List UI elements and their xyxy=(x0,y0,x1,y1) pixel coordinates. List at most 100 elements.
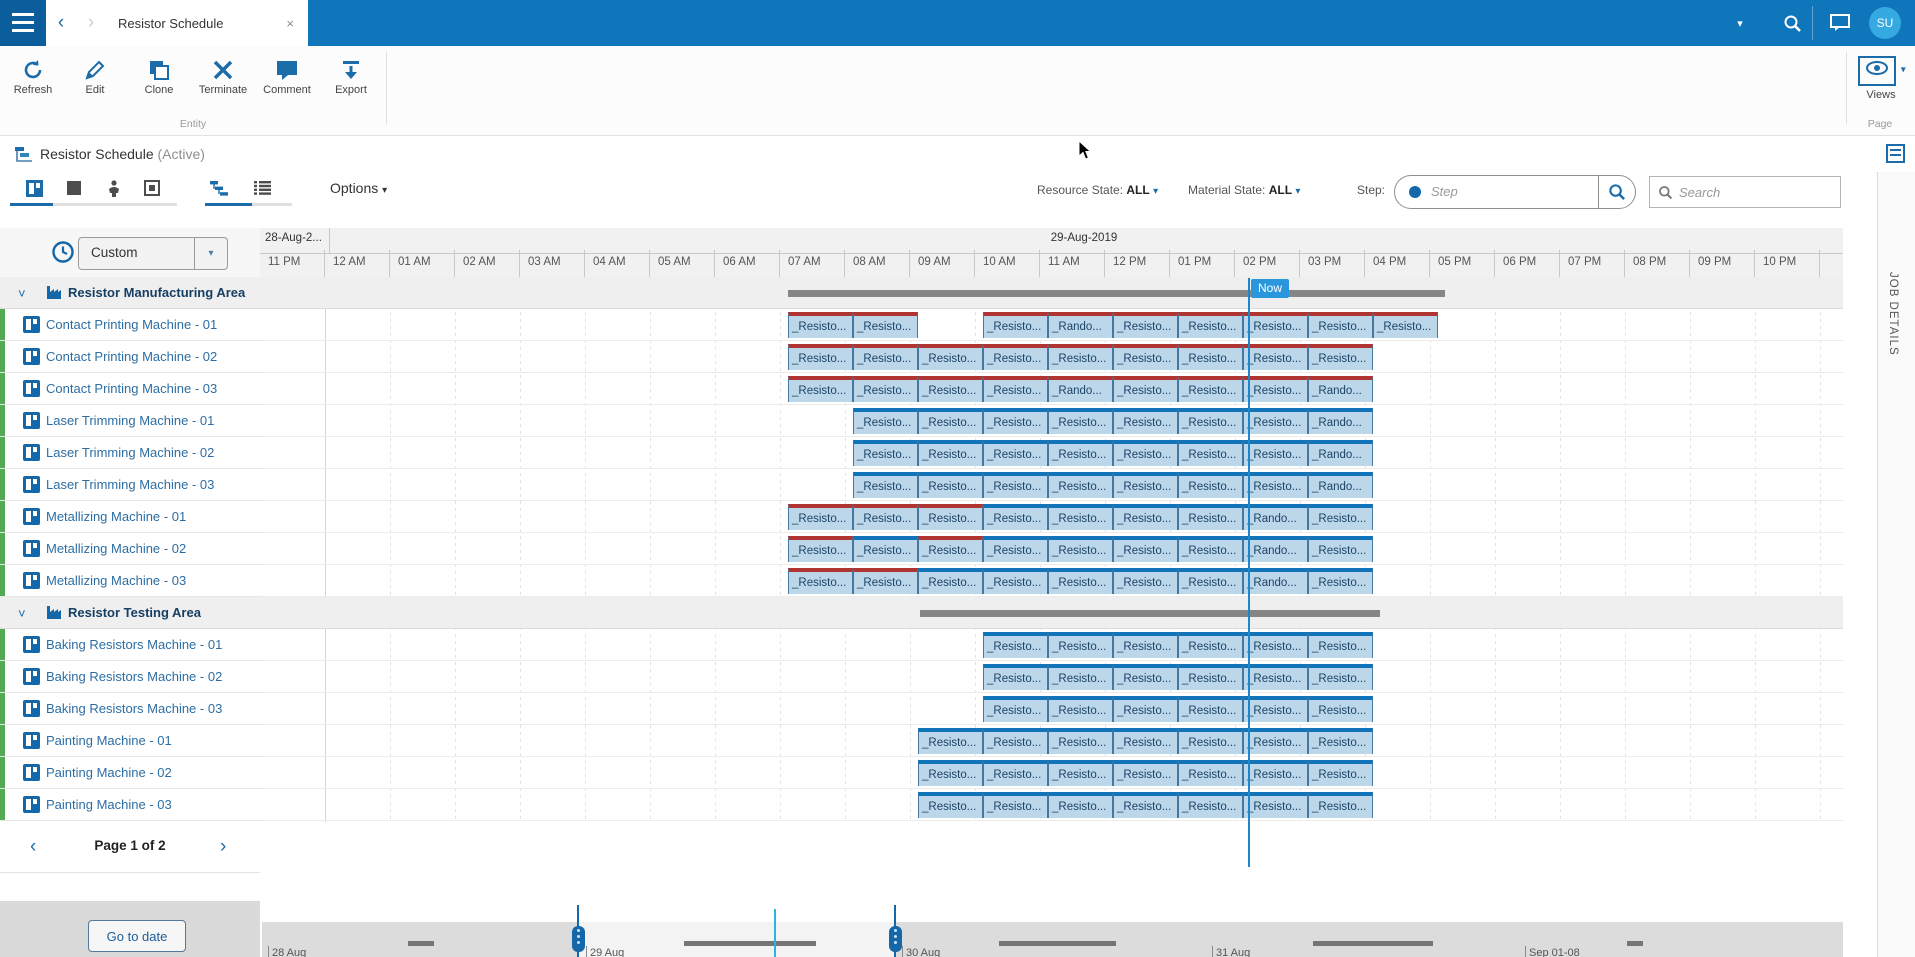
go-to-date-button[interactable]: Go to date xyxy=(88,920,186,952)
tree-machine-row[interactable]: Painting Machine - 03 xyxy=(0,789,260,821)
task-bar[interactable]: _Resisto... xyxy=(1178,504,1243,530)
task-bar[interactable]: _Resisto... xyxy=(853,440,918,466)
task-bar[interactable]: _Resisto... xyxy=(1048,344,1113,370)
task-bar[interactable]: _Resisto... xyxy=(1243,664,1308,690)
tree-group-row[interactable]: ˅ Resistor Manufacturing Area xyxy=(0,277,260,309)
task-bar[interactable]: _Resisto... xyxy=(1113,440,1178,466)
task-bar[interactable]: _Resisto... xyxy=(1113,792,1178,818)
export-button[interactable]: Export xyxy=(320,54,382,116)
task-bar[interactable]: _Rando... xyxy=(1308,440,1373,466)
task-bar[interactable]: _Resisto... xyxy=(1178,408,1243,434)
minimap-window[interactable] xyxy=(578,922,895,957)
clone-button[interactable]: Clone xyxy=(128,54,190,116)
task-bar[interactable]: _Resisto... xyxy=(983,472,1048,498)
task-bar[interactable]: _Resisto... xyxy=(788,536,853,562)
task-bar[interactable]: _Resisto... xyxy=(788,376,853,402)
task-bar[interactable]: _Resisto... xyxy=(1178,728,1243,754)
tree-machine-row[interactable]: Contact Printing Machine - 01 xyxy=(0,309,260,341)
task-bar[interactable]: _Resisto... xyxy=(918,376,983,402)
task-bar[interactable]: _Resisto... xyxy=(1048,536,1113,562)
task-bar[interactable]: _Resisto... xyxy=(1048,728,1113,754)
task-bar[interactable]: _Resisto... xyxy=(1178,760,1243,786)
task-bar[interactable]: _Resisto... xyxy=(918,440,983,466)
tree-machine-row[interactable]: Metallizing Machine - 03 xyxy=(0,565,260,597)
task-bar[interactable]: _Resisto... xyxy=(918,568,983,594)
task-bar[interactable]: _Resisto... xyxy=(1178,792,1243,818)
task-bar[interactable]: _Resisto... xyxy=(853,504,918,530)
task-bar[interactable]: _Resisto... xyxy=(1048,472,1113,498)
task-bar[interactable]: _Resisto... xyxy=(1113,728,1178,754)
task-bar[interactable]: _Resisto... xyxy=(853,312,918,338)
task-bar[interactable]: _Resisto... xyxy=(1113,408,1178,434)
edit-button[interactable]: Edit xyxy=(64,54,126,116)
tab-close-button[interactable]: × xyxy=(286,15,294,31)
task-bar[interactable]: _Resisto... xyxy=(983,312,1048,338)
task-bar[interactable]: _Resisto... xyxy=(1308,536,1373,562)
tree-machine-row[interactable]: Contact Printing Machine - 02 xyxy=(0,341,260,373)
task-bar[interactable]: _Resisto... xyxy=(1308,344,1373,370)
task-bar[interactable]: _Resisto... xyxy=(788,312,853,338)
task-bar[interactable]: _Rando... xyxy=(1308,376,1373,402)
task-bar[interactable]: _Resisto... xyxy=(1113,760,1178,786)
task-bar[interactable]: _Resisto... xyxy=(918,504,983,530)
refresh-button[interactable]: Refresh xyxy=(2,54,64,116)
task-bar[interactable]: _Rando... xyxy=(1308,472,1373,498)
task-bar[interactable]: _Resisto... xyxy=(918,760,983,786)
task-bar[interactable]: _Resisto... xyxy=(983,792,1048,818)
options-dropdown[interactable]: Options ▾ xyxy=(330,180,388,196)
nav-forward-button[interactable]: › xyxy=(87,12,95,33)
task-bar[interactable]: _Resisto... xyxy=(1243,376,1308,402)
task-bar[interactable]: _Rando... xyxy=(1048,312,1113,338)
material-state-filter[interactable]: Material State: ALL ▾ xyxy=(1188,183,1301,197)
active-tab[interactable]: ‹ › Resistor Schedule × xyxy=(46,0,308,46)
tree-machine-row[interactable]: Metallizing Machine - 02 xyxy=(0,533,260,565)
task-bar[interactable]: _Resisto... xyxy=(1048,568,1113,594)
task-bar[interactable]: _Rando... xyxy=(1308,408,1373,434)
view-toggle-person[interactable] xyxy=(102,178,126,198)
task-bar[interactable]: _Resisto... xyxy=(1178,664,1243,690)
view-toggle-material[interactable] xyxy=(62,178,86,198)
job-details-tab[interactable]: JOB DETAILS xyxy=(1887,272,1899,356)
terminate-button[interactable]: Terminate xyxy=(192,54,254,116)
views-button[interactable]: ▾ Views xyxy=(1852,54,1910,101)
task-bar[interactable]: _Resisto... xyxy=(1113,568,1178,594)
task-bar[interactable]: _Resisto... xyxy=(1048,664,1113,690)
task-bar[interactable]: _Resisto... xyxy=(1243,408,1308,434)
display-toggle-gantt[interactable] xyxy=(207,178,231,198)
task-bar[interactable]: _Resisto... xyxy=(788,504,853,530)
task-bar[interactable]: _Resisto... xyxy=(1178,312,1243,338)
task-bar[interactable]: _Resisto... xyxy=(1113,664,1178,690)
task-bar[interactable]: _Resisto... xyxy=(1243,632,1308,658)
task-bar[interactable]: _Resisto... xyxy=(1048,504,1113,530)
task-bar[interactable]: _Resisto... xyxy=(1373,312,1438,338)
tree-machine-row[interactable]: Laser Trimming Machine - 03 xyxy=(0,469,260,501)
task-bar[interactable]: _Resisto... xyxy=(918,792,983,818)
task-bar[interactable]: _Resisto... xyxy=(983,568,1048,594)
task-bar[interactable]: _Resisto... xyxy=(1113,696,1178,722)
tree-machine-row[interactable]: Baking Resistors Machine - 01 xyxy=(0,629,260,661)
task-bar[interactable]: _Rando... xyxy=(1243,568,1308,594)
task-bar[interactable]: _Resisto... xyxy=(1113,632,1178,658)
pager-prev-button[interactable]: ‹ xyxy=(30,836,37,857)
task-bar[interactable]: _Resisto... xyxy=(918,472,983,498)
task-bar[interactable]: _Resisto... xyxy=(983,728,1048,754)
tree-machine-row[interactable]: Painting Machine - 01 xyxy=(0,725,260,757)
task-bar[interactable]: _Resisto... xyxy=(853,568,918,594)
task-bar[interactable]: _Resisto... xyxy=(1048,696,1113,722)
task-bar[interactable]: _Resisto... xyxy=(983,536,1048,562)
task-bar[interactable]: _Resisto... xyxy=(983,696,1048,722)
task-bar[interactable]: _Resisto... xyxy=(853,536,918,562)
task-bar[interactable]: _Resisto... xyxy=(1178,472,1243,498)
task-bar[interactable]: _Resisto... xyxy=(983,376,1048,402)
tree-machine-row[interactable]: Contact Printing Machine - 03 xyxy=(0,373,260,405)
task-bar[interactable]: _Resisto... xyxy=(1178,376,1243,402)
tree-machine-row[interactable]: Baking Resistors Machine - 02 xyxy=(0,661,260,693)
timeline-minimap[interactable]: 28 Aug 29 Aug 30 Aug 31 Aug Sep 01-08 xyxy=(262,905,1843,957)
page-panel-icon[interactable] xyxy=(1886,144,1905,163)
task-bar[interactable]: _Resisto... xyxy=(1113,344,1178,370)
task-bar[interactable]: _Resisto... xyxy=(1113,312,1178,338)
task-bar[interactable]: _Resisto... xyxy=(1243,344,1308,370)
workspace-dropdown-button[interactable]: ▾ xyxy=(1722,0,1758,46)
task-bar[interactable]: _Resisto... xyxy=(918,408,983,434)
task-bar[interactable]: _Resisto... xyxy=(788,344,853,370)
